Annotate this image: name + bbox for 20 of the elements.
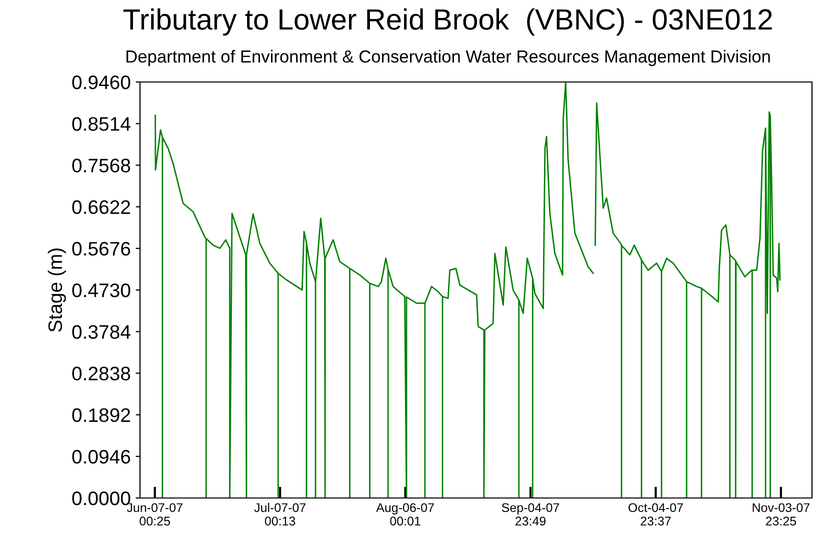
y-tick-label: 0.8514: [72, 117, 130, 131]
x-tick-label: Jun-07-07 00:25: [126, 503, 182, 526]
y-tick-label: 0.6622: [72, 200, 130, 214]
y-tick-label: 0.9460: [72, 75, 130, 90]
x-tick-label: Sep-04-07 23:49: [502, 503, 560, 526]
x-tick-label: Oct-04-07 23:37: [628, 503, 683, 526]
y-tick-label: 0.0000: [72, 491, 130, 506]
y-tick-label: 0.1892: [72, 408, 130, 422]
x-tick-label: Nov-03-07 23:25: [752, 503, 810, 526]
chart-subtitle: Department of Environment & Conservation Water Resources Management Division: [126, 50, 770, 66]
x-tick-label: Aug-06-07 00:01: [376, 503, 434, 526]
y-tick-label: 0.4730: [72, 283, 130, 298]
y-tick-label: 0.5676: [72, 242, 130, 256]
x-tick-label: Jul-07-07 00:13: [254, 502, 306, 526]
y-tick-label: 0.7568: [72, 158, 130, 172]
y-tick-label: 0.3784: [72, 325, 130, 339]
y-tick-label: 0.0946: [72, 450, 130, 464]
y-axis-title: Stage (m): [48, 248, 66, 332]
y-tick-label: 0.2838: [72, 366, 130, 380]
chart-title: Tributary to Lower Reid Brook (VBNC) - 03NE012: [123, 8, 772, 36]
